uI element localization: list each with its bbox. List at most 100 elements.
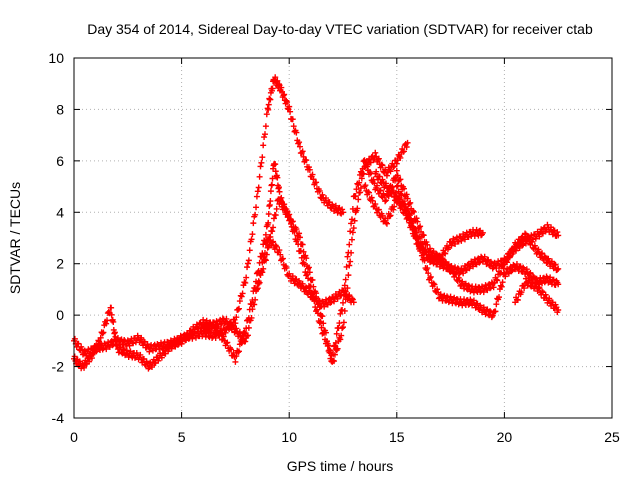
data-point: [319, 313, 326, 320]
data-point: [365, 188, 372, 195]
y-tick-label: 8: [56, 101, 64, 117]
data-point: [112, 333, 119, 340]
data-point: [347, 228, 354, 235]
data-point: [353, 186, 360, 193]
data-point: [253, 286, 260, 293]
data-point: [394, 182, 401, 189]
data-point: [452, 271, 459, 278]
data-point: [390, 206, 397, 213]
data-point: [394, 172, 401, 179]
data-point: [304, 271, 311, 278]
data-point: [340, 324, 346, 331]
y-tick-label: 4: [56, 204, 64, 220]
data-point: [71, 353, 78, 360]
data-point: [349, 205, 356, 212]
data-point: [316, 187, 323, 194]
data-point: [309, 276, 316, 283]
data-point: [513, 261, 520, 268]
x-tick-label: 5: [178, 429, 186, 445]
data-point: [138, 334, 145, 341]
data-point: [337, 310, 344, 317]
y-tick-label: -2: [52, 359, 65, 375]
data-point: [352, 193, 359, 200]
data-point: [261, 237, 268, 244]
data-point: [75, 340, 82, 347]
data-point: [424, 265, 431, 272]
data-point: [266, 242, 273, 249]
data-point: [423, 239, 430, 246]
data-points: [71, 74, 562, 372]
data-point: [340, 209, 346, 216]
data-point: [235, 349, 242, 356]
data-point: [277, 251, 284, 258]
data-point: [363, 161, 370, 168]
data-point: [390, 164, 397, 171]
data-point: [487, 285, 494, 292]
data-point: [385, 185, 392, 192]
data-point: [123, 347, 130, 354]
data-point: [283, 264, 290, 271]
data-point: [404, 195, 411, 202]
data-point: [383, 219, 390, 226]
data-point: [372, 201, 379, 208]
data-point: [518, 289, 525, 296]
data-point: [504, 269, 511, 276]
data-point: [243, 274, 250, 281]
data-point: [368, 194, 375, 201]
data-point: [375, 206, 382, 213]
data-point: [210, 319, 217, 326]
data-point: [410, 208, 417, 215]
data-point: [545, 255, 552, 262]
data-point: [310, 176, 317, 183]
data-point: [525, 233, 532, 240]
data-point: [290, 123, 297, 130]
data-point: [521, 285, 528, 292]
data-point: [434, 286, 441, 293]
data-point: [554, 229, 561, 236]
data-point: [261, 131, 268, 138]
data-point: [298, 254, 305, 261]
data-point: [330, 351, 337, 358]
data-point: [301, 261, 308, 268]
data-point: [278, 198, 285, 205]
data-point: [168, 345, 175, 352]
data-point: [250, 288, 257, 295]
data-point: [327, 347, 334, 354]
data-point: [393, 167, 400, 174]
data-point: [522, 230, 529, 237]
data-point: [536, 284, 543, 291]
data-point: [100, 329, 107, 336]
data-point: [426, 275, 433, 282]
data-point: [268, 181, 275, 188]
data-point: [387, 168, 394, 175]
data-point: [262, 123, 269, 130]
data-point: [339, 206, 346, 213]
data-point: [265, 101, 272, 108]
data-point: [226, 320, 233, 327]
data-point: [265, 106, 272, 113]
data-point: [504, 259, 511, 266]
data-point: [391, 203, 398, 210]
data-point: [96, 340, 103, 347]
data-point: [262, 231, 269, 238]
x-axis-label: GPS time / hours: [287, 458, 394, 474]
data-point: [242, 279, 249, 286]
data-point: [476, 259, 483, 266]
x-tick-label: 15: [389, 429, 405, 445]
data-point: [252, 211, 259, 218]
data-point: [397, 154, 404, 161]
data-point: [496, 294, 503, 301]
data-point: [91, 349, 98, 356]
data-point: [470, 297, 477, 304]
data-point: [357, 185, 364, 192]
data-point: [289, 273, 296, 280]
data-point: [158, 354, 165, 361]
data-point: [414, 218, 421, 225]
data-point: [233, 325, 240, 332]
data-point: [233, 353, 240, 360]
data-point: [542, 291, 549, 298]
data-point: [220, 333, 227, 340]
data-point: [238, 340, 245, 347]
data-point: [530, 273, 537, 280]
